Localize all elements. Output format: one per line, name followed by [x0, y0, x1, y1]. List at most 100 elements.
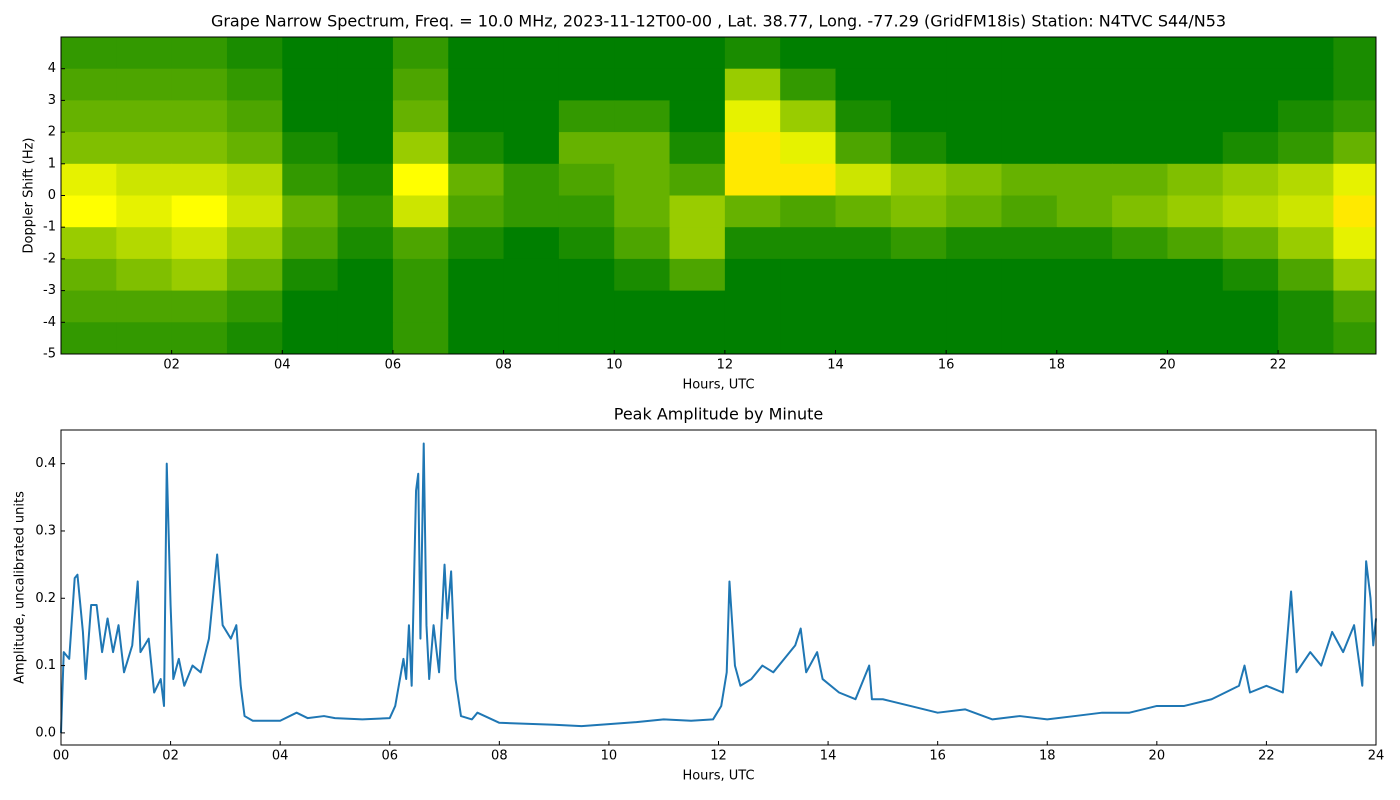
heat-cell [669, 195, 726, 228]
heat-cell [1001, 322, 1058, 354]
x-tick-label: 14 [827, 358, 844, 373]
heat-cell [1001, 227, 1058, 260]
x-tick-label: 18 [1039, 749, 1056, 764]
heat-cell [503, 195, 560, 228]
heat-cell [669, 37, 726, 70]
heat-cell [392, 68, 449, 101]
heat-cell [890, 195, 947, 228]
heat-cell [1056, 195, 1113, 228]
heat-cell [669, 290, 726, 323]
heat-cell [116, 163, 173, 196]
heat-cell [669, 258, 726, 292]
heat-cell [780, 68, 837, 101]
heat-cell [835, 322, 892, 354]
heat-cell [1056, 163, 1113, 196]
heat-cell [503, 258, 560, 292]
heat-cell [1167, 322, 1224, 354]
heat-cell [558, 258, 615, 292]
heat-cell [1278, 163, 1334, 196]
heat-cell [890, 258, 947, 292]
heat-cell [1278, 227, 1334, 260]
heat-cell [558, 68, 615, 101]
heat-cell [1056, 258, 1113, 292]
heat-cell [171, 163, 228, 196]
x-tick-label: 16 [929, 749, 946, 764]
heat-cell [392, 322, 449, 354]
heat-cell [614, 290, 671, 323]
heat-cell [890, 290, 947, 323]
x-tick-label: 16 [938, 358, 955, 373]
heat-cell [337, 195, 394, 228]
heat-cell [448, 100, 505, 133]
heat-cell [1278, 195, 1334, 228]
heat-cell [1333, 195, 1376, 228]
y-tick-label: 0.1 [35, 658, 56, 673]
heat-cell [724, 195, 781, 228]
heat-cell [282, 195, 339, 228]
heat-cell [337, 37, 394, 70]
heat-cell [614, 195, 671, 228]
heat-cell [503, 37, 560, 70]
heat-cell [558, 37, 615, 70]
heat-cell [1001, 68, 1058, 101]
heat-cell [890, 100, 947, 133]
y-tick-label: 0.4 [35, 456, 56, 471]
heat-cell [614, 258, 671, 292]
heat-cell [835, 195, 892, 228]
heat-cell [946, 37, 1002, 70]
heat-cell [1001, 258, 1058, 292]
heat-cell [392, 100, 449, 133]
heat-cell [282, 258, 339, 292]
heat-cell [946, 68, 1002, 101]
heat-cell [890, 322, 947, 354]
heat-cell [1056, 227, 1113, 260]
y-tick-label: 0.3 [35, 523, 56, 538]
heat-cell [1333, 322, 1376, 354]
heat-cell [448, 132, 505, 165]
heat-cell [558, 195, 615, 228]
heat-cell [780, 322, 837, 354]
heat-cell [1333, 37, 1376, 70]
heat-cell [558, 322, 615, 354]
heat-cell [171, 37, 228, 70]
heat-cell [1112, 37, 1168, 70]
heat-cell [226, 290, 283, 323]
heat-cell [503, 322, 560, 354]
heat-cell [1222, 132, 1279, 165]
heat-cell [1333, 258, 1376, 292]
heat-cell [1278, 37, 1334, 70]
heat-cell [337, 100, 394, 133]
heat-cell [226, 100, 283, 133]
heat-cell [1167, 258, 1224, 292]
heat-cell [337, 132, 394, 165]
heat-cell [724, 258, 781, 292]
heat-cell [1278, 322, 1334, 354]
heat-cell [337, 227, 394, 260]
heat-cell [226, 195, 283, 228]
heat-cell [392, 290, 449, 323]
heat-cell [614, 68, 671, 101]
heat-cell [1167, 100, 1224, 133]
heat-cell [835, 290, 892, 323]
heat-cell [724, 100, 781, 133]
y-tick-label: -1 [43, 220, 56, 235]
heat-cell [1112, 258, 1168, 292]
heat-cell [780, 227, 837, 260]
heat-cell [835, 37, 892, 70]
x-tick-label: 04 [274, 358, 291, 373]
heat-cell [1001, 37, 1058, 70]
heat-cell [1278, 132, 1334, 165]
heat-cell [946, 290, 1002, 323]
heat-cell [171, 68, 228, 101]
heat-cell [1167, 68, 1224, 101]
heat-cell [1222, 163, 1279, 196]
heat-cell [1222, 68, 1279, 101]
heat-cell [1278, 68, 1334, 101]
x-tick-label: 12 [717, 358, 734, 373]
y-axis-label: Amplitude, uncalibrated units [13, 491, 28, 684]
heat-cell [226, 258, 283, 292]
heat-cell [282, 290, 339, 323]
heat-cell [1056, 37, 1113, 70]
